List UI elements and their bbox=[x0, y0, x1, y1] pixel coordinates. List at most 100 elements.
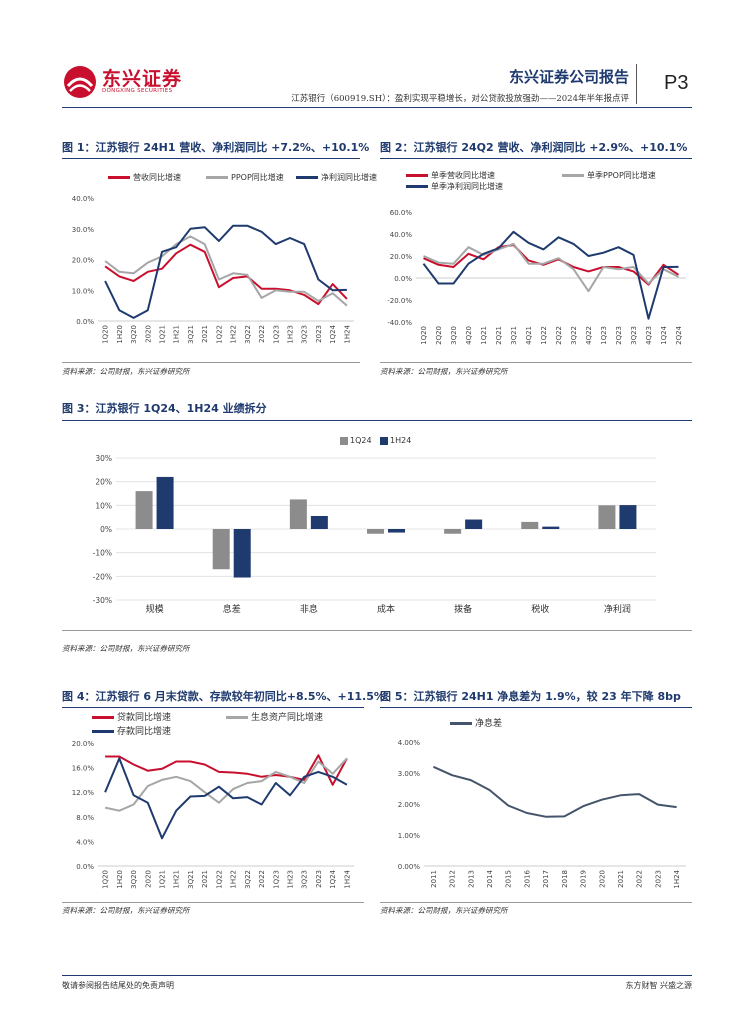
y-tick-label: -30% bbox=[93, 596, 112, 605]
x-tick-label: 2019 bbox=[580, 870, 588, 888]
x-tick-label: 非息 bbox=[300, 603, 318, 615]
x-tick-label: 1H22 bbox=[230, 325, 238, 344]
x-tick-label: 3Q22 bbox=[244, 870, 252, 889]
x-tick-label: 2016 bbox=[523, 869, 531, 887]
bar bbox=[444, 529, 462, 534]
logo-en: DONGXING SECURITIES bbox=[102, 88, 173, 94]
x-tick-label: 1Q22 bbox=[540, 326, 548, 345]
fig3-bottom-rule bbox=[62, 630, 692, 631]
fig5-title-rule bbox=[380, 707, 692, 708]
x-tick-label: 1H21 bbox=[173, 870, 181, 889]
fig3-source: 资料来源：公司财报，东兴证券研究所 bbox=[62, 644, 190, 653]
y-tick-label: 0.0% bbox=[76, 318, 94, 326]
series-line bbox=[104, 243, 348, 306]
series-line bbox=[104, 224, 347, 319]
legend-item: 单季净利润同比增速 bbox=[406, 181, 503, 192]
bar bbox=[598, 505, 616, 529]
fig5-title: 图 5：江苏银行 24H1 净息差为 1.9%，较 23 年下降 8bp bbox=[380, 690, 681, 703]
y-tick-label: 0% bbox=[100, 525, 112, 534]
legend-item: PPOP同比增速 bbox=[206, 172, 284, 183]
fig2-title-rule bbox=[380, 158, 692, 159]
fig2-title: 图 2：江苏银行 24Q2 营收、净利润同比 +2.9%、+10.1% bbox=[380, 141, 688, 154]
y-tick-label: -20.0% bbox=[387, 297, 412, 305]
legend-item: 营收同比增速 bbox=[108, 172, 181, 183]
x-tick-label: 1Q23 bbox=[272, 325, 280, 344]
x-tick-label: 4Q22 bbox=[585, 326, 593, 345]
fig4-bottom-rule bbox=[62, 902, 364, 903]
x-tick-label: 2021 bbox=[201, 325, 209, 343]
x-tick-label: 2021 bbox=[617, 870, 625, 888]
x-tick-label: 2020 bbox=[144, 870, 152, 888]
x-tick-label: 息差 bbox=[223, 603, 241, 615]
fig5-bottom-rule bbox=[380, 902, 692, 903]
x-tick-label: 2Q24 bbox=[675, 325, 683, 344]
x-tick-label: 净利润 bbox=[604, 603, 631, 615]
y-tick-label: 12.0% bbox=[72, 789, 95, 797]
bar bbox=[289, 499, 307, 529]
x-tick-label: 1Q21 bbox=[159, 325, 167, 344]
x-tick-label: 3Q22 bbox=[244, 325, 252, 344]
legend-item: 存款同比增速 bbox=[92, 724, 171, 737]
y-tick-label: 60.0% bbox=[390, 209, 413, 217]
x-tick-label: 3Q21 bbox=[187, 325, 195, 344]
x-tick-label: 3Q23 bbox=[301, 870, 309, 889]
legend-item: 单季PPOP同比增速 bbox=[562, 170, 656, 181]
x-tick-label: 1H21 bbox=[173, 325, 181, 344]
x-tick-label: 1Q24 bbox=[329, 324, 337, 343]
fig2-bottom-rule bbox=[380, 362, 692, 363]
footer-slogan: 东方财智 兴盛之源 bbox=[625, 981, 692, 990]
y-tick-label: 4.00% bbox=[398, 739, 421, 747]
bar bbox=[521, 521, 539, 529]
x-tick-label: 3Q21 bbox=[510, 326, 518, 345]
series-line bbox=[104, 757, 348, 812]
x-tick-label: 1H20 bbox=[116, 325, 124, 344]
y-tick-label: 20.0% bbox=[72, 740, 95, 748]
fig4-chart: 0.0% 4.0% 8.0% 12.0% 16.0% 20.0% 1Q20 1H20 3Q20 2… bbox=[72, 740, 354, 889]
x-tick-label: 1Q20 bbox=[102, 870, 110, 889]
y-tick-label: -40.0% bbox=[387, 319, 412, 327]
legend-item: 净利润同比增速 bbox=[296, 172, 377, 183]
x-tick-label: 2Q23 bbox=[615, 326, 623, 345]
fig1-bottom-rule bbox=[62, 362, 360, 363]
x-tick-label: 2017 bbox=[542, 870, 550, 888]
y-tick-label: 1.00% bbox=[398, 832, 421, 840]
fig1-chart: 0.0% 10.0% 20.0% 30.0% 40.0% 1Q20 1H20 3Q20 2020… bbox=[72, 195, 354, 344]
y-tick-label: 10.0% bbox=[72, 287, 95, 295]
x-tick-label: 1Q23 bbox=[272, 870, 280, 889]
fig4-legend: 贷款同比增速 生息资产同比增速 存款同比增速 bbox=[62, 710, 364, 738]
x-tick-label: 2023 bbox=[315, 325, 323, 343]
bar bbox=[619, 505, 637, 529]
y-tick-label: 20.0% bbox=[72, 257, 95, 265]
legend-item: 1Q24 bbox=[340, 436, 372, 445]
y-tick-label: 30% bbox=[95, 454, 112, 463]
fig1-title: 图 1：江苏银行 24H1 营收、净利润同比 +7.2%、+10.1% bbox=[62, 141, 370, 154]
y-tick-label: 10% bbox=[95, 501, 112, 510]
header-divider bbox=[636, 64, 637, 104]
y-tick-label: 40.0% bbox=[390, 231, 413, 239]
y-tick-label: 8.0% bbox=[76, 814, 94, 822]
legend-item: 贷款同比增速 bbox=[92, 710, 171, 723]
x-tick-label: 3Q23 bbox=[630, 326, 638, 345]
x-tick-label: 1H20 bbox=[116, 870, 124, 889]
x-tick-label: 2011 bbox=[430, 870, 438, 888]
x-tick-label: 1H24 bbox=[343, 324, 351, 343]
bar bbox=[135, 491, 153, 529]
fig1-title-rule bbox=[62, 158, 360, 159]
x-tick-label: 3Q20 bbox=[130, 870, 138, 889]
x-tick-label: 4Q20 bbox=[465, 326, 473, 345]
x-tick-label: 规模 bbox=[146, 604, 164, 615]
x-tick-label: 3Q22 bbox=[570, 326, 578, 345]
y-tick-label: 0.0% bbox=[76, 863, 94, 871]
x-tick-label: 2Q21 bbox=[495, 326, 503, 345]
fig4-title-rule bbox=[62, 707, 364, 708]
x-tick-label: 4Q23 bbox=[645, 326, 653, 345]
y-tick-label: 20% bbox=[95, 478, 112, 487]
x-tick-label: 1Q22 bbox=[215, 325, 223, 344]
logo-cn: 东兴证券 bbox=[102, 68, 183, 90]
y-tick-label: 20.0% bbox=[390, 253, 413, 261]
x-tick-label: 1Q20 bbox=[420, 326, 428, 345]
x-tick-label: 2Q22 bbox=[555, 326, 563, 345]
x-tick-label: 2012 bbox=[449, 870, 457, 888]
series-line bbox=[423, 244, 680, 286]
x-tick-label: 1Q21 bbox=[159, 870, 167, 889]
